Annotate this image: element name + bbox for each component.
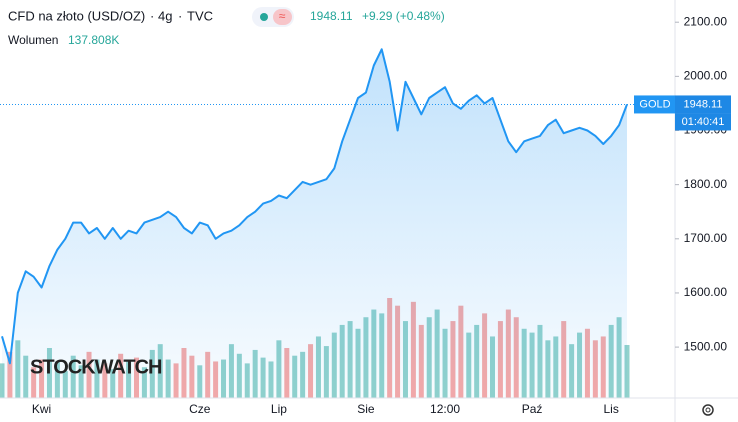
area-fill	[2, 49, 627, 399]
source: TVC	[187, 8, 213, 23]
separator: ·	[178, 8, 182, 23]
x-tick-label: Cze	[189, 402, 211, 416]
price-badge	[675, 95, 731, 114]
y-tick-label: 1700.00	[684, 231, 728, 245]
x-tick-label: Kwi	[32, 402, 51, 416]
price-change: +9.29 (+0.48%)	[362, 9, 445, 23]
separator: ·	[150, 8, 154, 23]
symbol-title: CFD na złoto (USD/OZ)	[8, 8, 145, 23]
volume-title: Wolumen	[8, 33, 58, 47]
price-badge-label: 1948.11	[684, 98, 723, 110]
volume-value: 137.808K	[68, 33, 119, 47]
y-tick-label: 1500.00	[684, 339, 728, 353]
x-tick-label: Sie	[357, 402, 375, 416]
y-tick-label: 1800.00	[684, 177, 728, 191]
gear	[702, 404, 714, 416]
symbol-badge-label: GOLD	[639, 98, 670, 110]
countdown-label: 01:40:41	[682, 116, 725, 128]
watermark: STOCKWATCH	[30, 356, 162, 378]
countdown-badge	[675, 113, 731, 131]
settings-icon[interactable]	[702, 404, 714, 416]
x-tick-label: Lis	[604, 402, 619, 416]
symbol-badge	[634, 95, 675, 114]
gear-center	[705, 407, 711, 413]
x-tick-label: Lip	[271, 402, 287, 416]
y-tick-label: 2000.00	[684, 69, 728, 83]
y-tick-label: 1600.00	[684, 285, 728, 299]
price-line	[1, 48, 628, 365]
x-tick-label: Paź	[522, 402, 543, 416]
status-dot	[260, 13, 268, 21]
status-icon	[273, 9, 292, 25]
last-price: 1948.11	[310, 9, 353, 23]
interval: 4g	[158, 8, 172, 23]
y-tick-label: 2100.00	[684, 14, 728, 28]
x-tick-label: 12:00	[430, 402, 460, 416]
status-icon-glyph: ≈	[279, 9, 286, 23]
